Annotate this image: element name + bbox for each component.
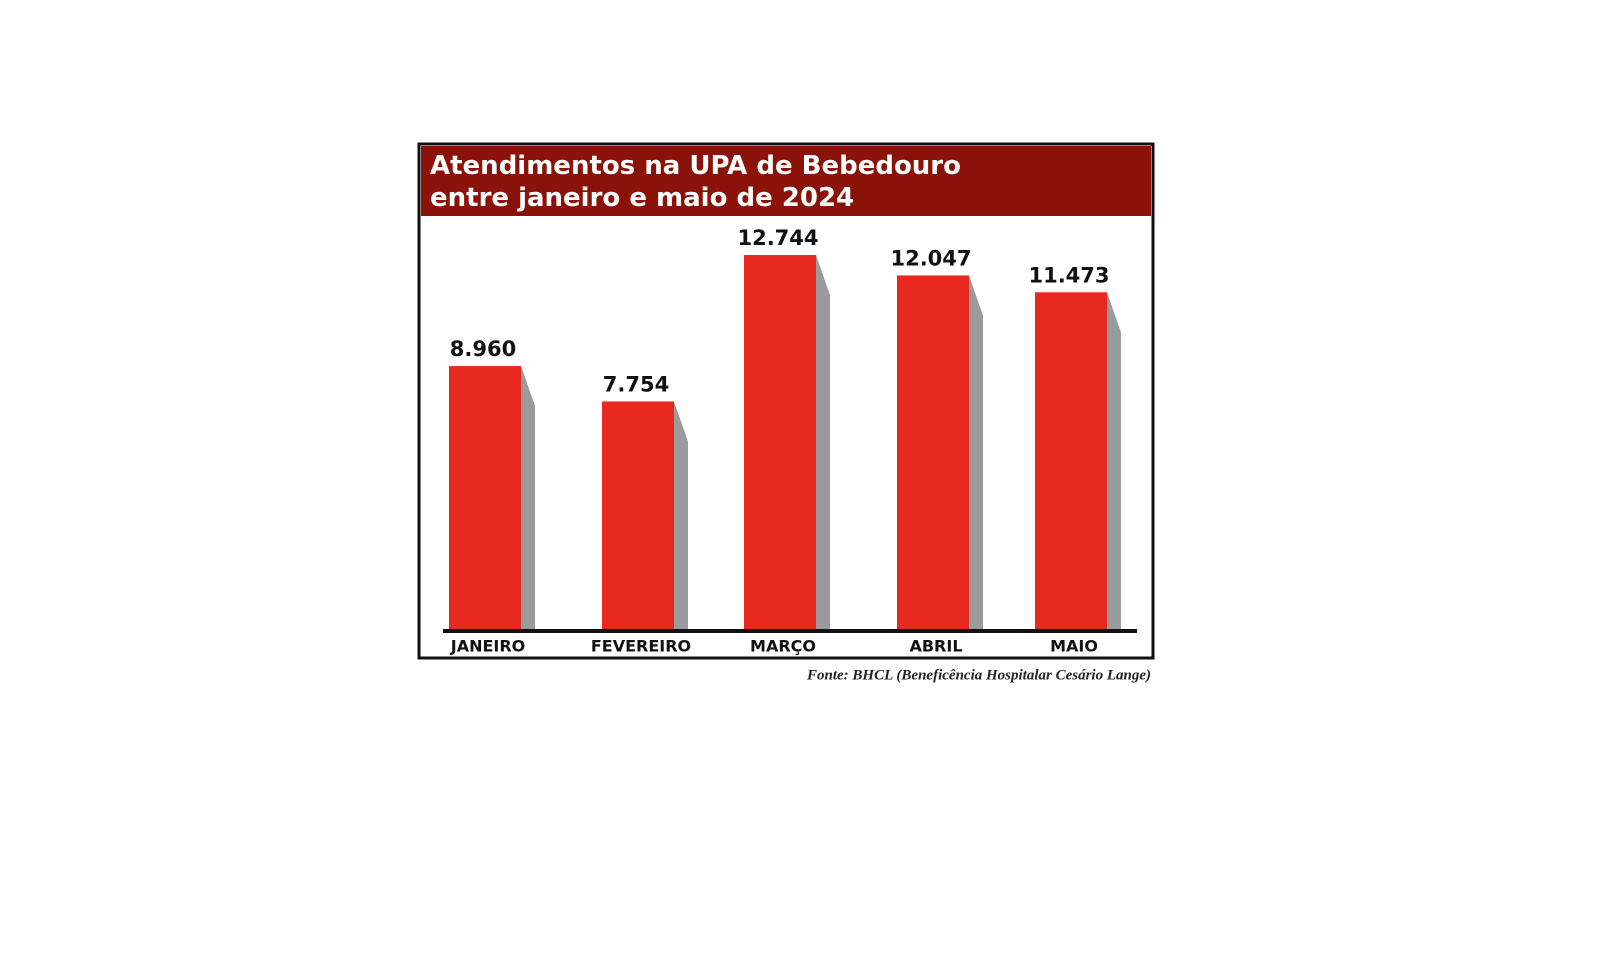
bar-shadow [969,275,983,629]
bar-shadow [521,366,535,629]
title-bar [421,146,1151,216]
chart-title: Atendimentos na UPA de Bebedouro [430,151,961,181]
chart-title: entre janeiro e maio de 2024 [430,183,854,213]
bar [897,275,969,629]
bar [1035,292,1107,629]
x-tick-label: FEVEREIRO [591,637,691,656]
bar [602,401,674,629]
bar-shadow [816,255,830,629]
bar [449,366,521,629]
value-label: 8.960 [450,337,516,361]
value-label: 11.473 [1028,263,1109,287]
x-tick-label: ABRIL [909,637,962,656]
bar [744,255,816,629]
x-tick-label: MARÇO [750,637,816,656]
value-label: 12.744 [737,226,818,250]
value-label: 12.047 [890,246,971,270]
x-tick-label: MAIO [1050,637,1098,656]
source-note: Fonte: BHCL (Beneficência Hospitalar Ces… [806,667,1151,683]
value-label: 7.754 [603,372,669,396]
x-tick-label: JANEIRO [450,637,526,656]
bar-shadow [674,401,688,629]
bar-shadow [1107,292,1121,629]
